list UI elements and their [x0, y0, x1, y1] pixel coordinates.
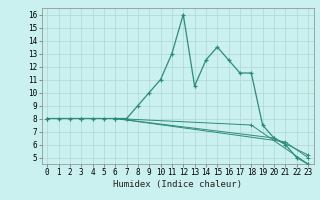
X-axis label: Humidex (Indice chaleur): Humidex (Indice chaleur) — [113, 180, 242, 189]
